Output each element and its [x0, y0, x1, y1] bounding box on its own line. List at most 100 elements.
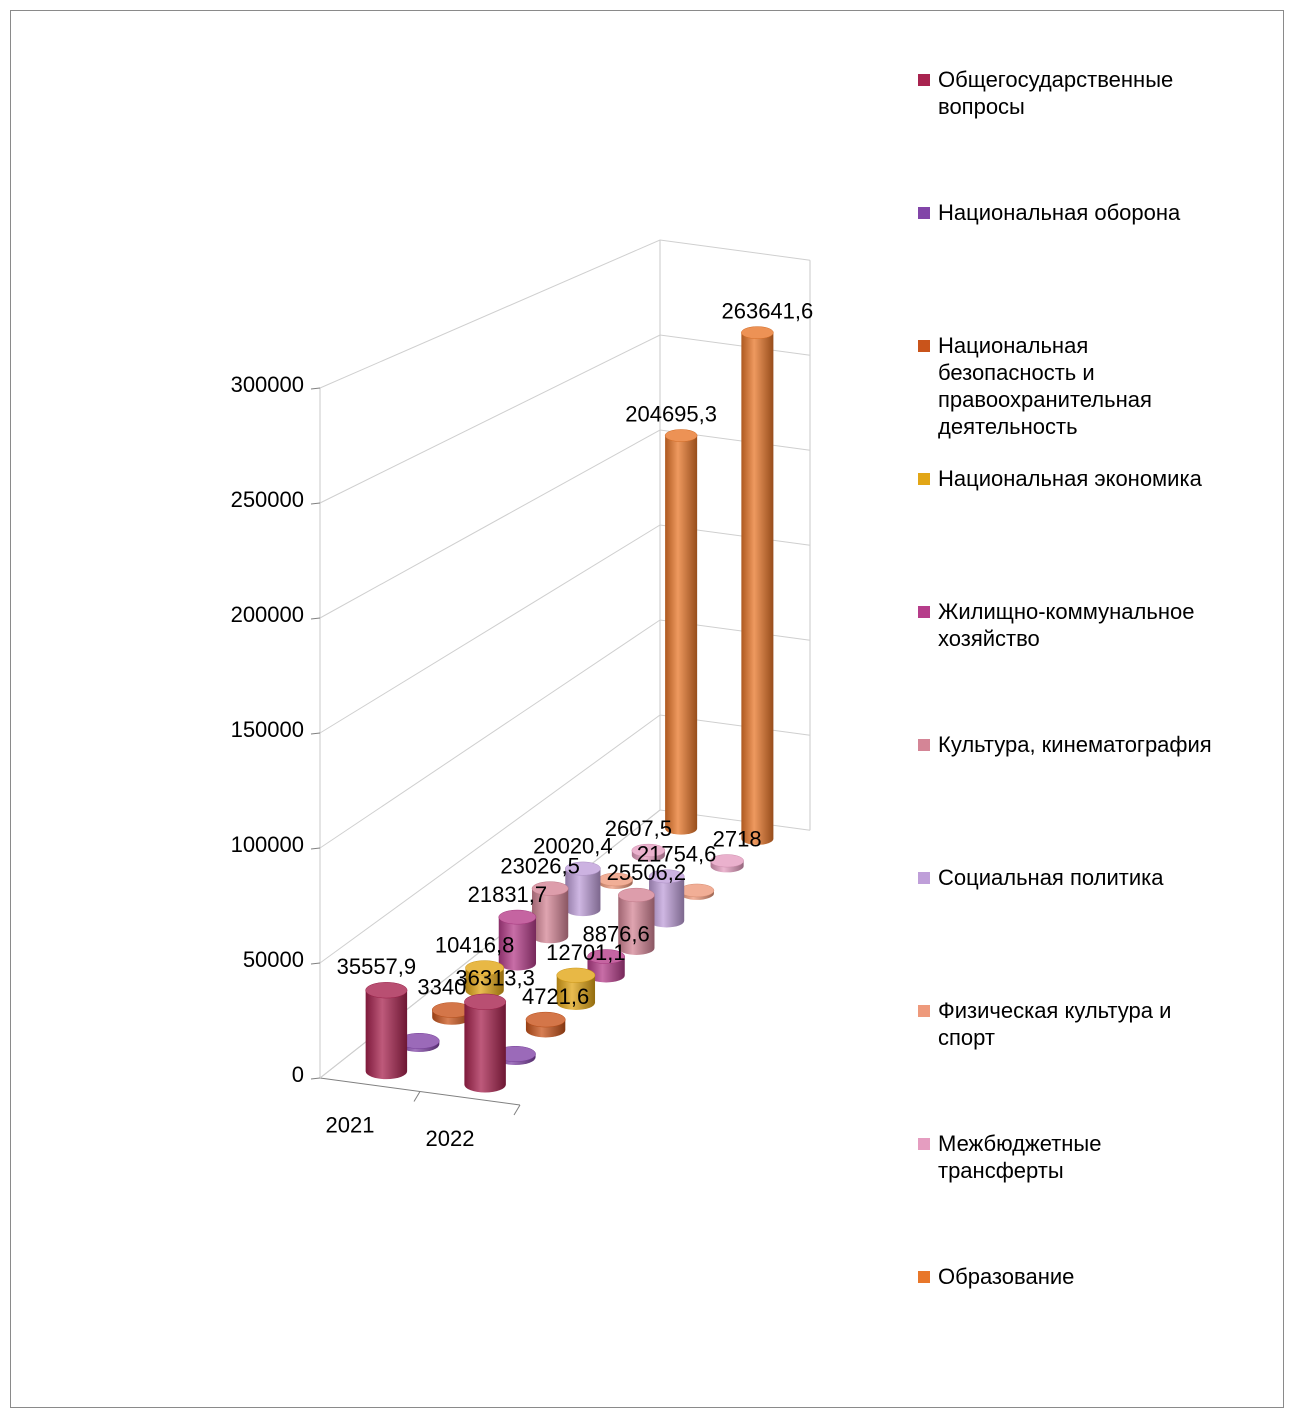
- cylinder-top: [587, 949, 626, 964]
- grid-line: [319, 524, 811, 734]
- grid-line: [319, 239, 811, 389]
- cylinder-body: [532, 888, 569, 944]
- cylinder-body: [565, 868, 601, 917]
- legend-label: Социальная политика: [938, 865, 1164, 890]
- data-label: 20020,4: [533, 834, 613, 859]
- legend-swatch: [918, 872, 930, 884]
- legend-item: Жилищно-коммунальное хозяйство: [918, 598, 1218, 652]
- data-label: 21831,7: [468, 882, 548, 907]
- legend-item: Межбюджетные трансферты: [918, 1130, 1218, 1184]
- cylinder-top: [679, 883, 715, 898]
- legend-label: Культура, кинематография: [938, 732, 1212, 757]
- cylinder-top: [525, 1011, 566, 1028]
- legend-label: Межбюджетные трансферты: [938, 1131, 1102, 1183]
- grid-line: [319, 334, 811, 504]
- cylinder-top: [556, 967, 596, 983]
- y-tick-label: 100000: [231, 832, 304, 857]
- cylinder-body: [649, 876, 685, 928]
- cylinder: [710, 854, 744, 873]
- x-tick-label: 2022: [426, 1126, 475, 1151]
- cylinder-top: [531, 881, 569, 896]
- legend-item: Физическая культура и спорт: [918, 997, 1218, 1051]
- cylinder-top: [565, 861, 601, 876]
- legend-swatch: [918, 1271, 930, 1283]
- legend-swatch: [918, 340, 930, 352]
- y-tick: [310, 617, 321, 620]
- cylinder-top: [464, 993, 507, 1010]
- legend-label: Образование: [938, 1264, 1075, 1289]
- data-label: 12701,1: [546, 940, 626, 965]
- y-tick-label: 250000: [231, 487, 304, 512]
- y-tick: [310, 1077, 321, 1080]
- legend-swatch: [918, 1005, 930, 1017]
- cylinder: [365, 982, 408, 1080]
- cylinder: [679, 883, 715, 900]
- grid-line: [319, 619, 811, 849]
- cylinder-body: [587, 956, 625, 983]
- legend-item: Национальная экономика: [918, 465, 1218, 492]
- cylinder-body: [556, 975, 596, 1010]
- cylinder: [398, 1033, 440, 1052]
- legend-item: Образование: [918, 1263, 1218, 1290]
- grid-line: [319, 429, 811, 619]
- legend-item: Национальная оборона: [918, 199, 1218, 226]
- legend-label: Общегосударственные вопросы: [938, 67, 1174, 119]
- cylinder: [531, 881, 569, 944]
- cylinder: [741, 326, 774, 845]
- data-label: 2607,5: [605, 816, 672, 841]
- data-label: 204695,3: [625, 401, 717, 426]
- data-label: 36313,3: [455, 966, 535, 991]
- legend-item: Национальная безопасность и правоохранит…: [918, 332, 1218, 440]
- y-tick: [310, 962, 321, 965]
- legend-item: Культура, кинематография: [918, 731, 1218, 758]
- cylinder-body: [618, 895, 655, 955]
- y-tick: [310, 502, 321, 505]
- y-tick-label: 150000: [231, 717, 304, 742]
- legend-label: Жилищно-коммунальное хозяйство: [938, 599, 1195, 651]
- cylinder-top: [664, 429, 698, 442]
- legend-item: Социальная политика: [918, 864, 1218, 891]
- cylinder-top: [741, 326, 774, 339]
- legend-label: Физическая культура и спорт: [938, 998, 1172, 1050]
- cylinder-top: [631, 843, 666, 857]
- cylinder-top: [710, 854, 744, 868]
- data-label: 10416,8: [435, 932, 515, 957]
- x-tick-label: 2021: [326, 1113, 375, 1138]
- cylinder: [587, 949, 626, 983]
- data-label: 8876,6: [582, 921, 649, 946]
- x-tick: [413, 1091, 421, 1102]
- legend-item: Общегосударственные вопросы: [918, 66, 1218, 120]
- cylinder-body: [741, 332, 774, 845]
- cylinder-top: [365, 982, 408, 999]
- cylinder: [648, 869, 685, 928]
- cylinder-body: [464, 1001, 506, 1093]
- cylinder: [631, 843, 666, 862]
- cylinder-top: [618, 887, 655, 903]
- data-label: 3340: [417, 974, 466, 999]
- cylinder-top: [648, 869, 685, 884]
- legend-swatch: [918, 739, 930, 751]
- cylinder-top: [498, 909, 537, 925]
- x-tick: [513, 1104, 521, 1116]
- data-label: 25506,2: [607, 860, 687, 885]
- legend-swatch: [918, 1138, 930, 1150]
- cylinder: [664, 429, 698, 835]
- cylinder: [525, 1011, 566, 1038]
- y-tick: [310, 732, 321, 735]
- cylinder-body: [665, 435, 698, 835]
- legend-label: Национальная экономика: [938, 466, 1202, 491]
- cylinder-body: [465, 967, 504, 998]
- cylinder: [465, 960, 505, 998]
- data-label: 4721,6: [522, 984, 589, 1009]
- y-tick: [310, 387, 321, 390]
- data-label: 35557,9: [337, 954, 417, 979]
- cylinder: [498, 909, 537, 971]
- legend-label: Национальная оборона: [938, 200, 1181, 225]
- chart-frame: [10, 10, 1284, 1408]
- legend-swatch: [918, 606, 930, 618]
- cylinder: [431, 1002, 472, 1025]
- y-tick-label: 300000: [231, 372, 304, 397]
- cylinder-body: [498, 917, 537, 971]
- cylinder: [618, 887, 655, 955]
